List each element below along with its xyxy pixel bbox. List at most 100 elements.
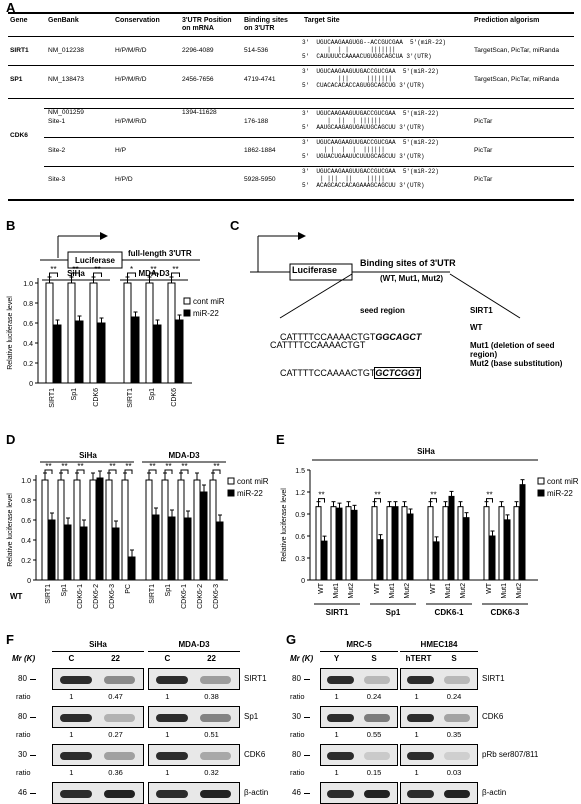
bar-cont-miR [386, 506, 393, 581]
mr-label: Mr (K) [12, 654, 36, 663]
bar-miR-22 [96, 477, 104, 581]
significance-label: ** [486, 491, 492, 500]
y-tick-label: 0 [29, 381, 33, 388]
category-label: WT [374, 582, 381, 594]
category-label: CDK6-3 [109, 584, 116, 609]
mr-label: Mr (K) [290, 654, 314, 663]
mw-marker: 80 [18, 674, 27, 683]
mw-marker: 46 [292, 788, 301, 797]
lane-label: 22 [111, 654, 120, 663]
category-label: Sp1 [61, 584, 68, 597]
row-position: 2456-7656 [182, 76, 214, 83]
row-conservation: H/P/D [115, 176, 133, 183]
category-label: PC [125, 584, 132, 594]
significance-label: ** [172, 265, 178, 274]
row-gene: CDK6 [10, 132, 28, 139]
bar-miR-22 [53, 324, 62, 384]
significance-label: ** [94, 265, 100, 274]
significance-label: ** [430, 491, 436, 500]
bar-miR-22 [200, 491, 208, 581]
ratio-value: 1 [69, 768, 74, 777]
bar-cont-miR [177, 479, 185, 581]
row-prediction: PicTar [474, 147, 493, 154]
lane-label: C [68, 654, 75, 663]
bar-cont-miR [513, 506, 520, 581]
panel-label-b: B [6, 218, 16, 233]
bar-miR-22 [175, 319, 184, 384]
legend-swatch-mir [183, 309, 191, 317]
row-genbank: NM_012238 [48, 47, 84, 54]
row-target-mirna: 3' UGUCAAGAAGUUGACCGUCGAA 5'(miR-22) [302, 68, 439, 75]
panel-c-constructs: Luciferase Binding sites of 3'UTR (WT, M… [240, 228, 580, 428]
bar-cont-miR [193, 479, 201, 581]
bar-miR-22 [216, 521, 224, 581]
blot-strip [148, 782, 240, 804]
protein-label: β-actin [244, 788, 269, 797]
row-target-pairs: | ||| || ||||| [302, 175, 385, 182]
row-target-mirna: 3' UGUCAAGAAGUUGACCGUCGAA 5'(miR-22) [302, 139, 439, 146]
category-label: CDK6-1 [77, 584, 84, 609]
row-target-pairs: | | | | |||||| [302, 146, 385, 153]
row-target-utr: 5' CAUUUUCCAAAACUGUGGCAGCUA 3'(UTR) [302, 53, 432, 60]
significance-label: ** [45, 462, 51, 471]
y-tick-label: 0.2 [23, 361, 33, 368]
mw-marker: 30 [292, 712, 301, 721]
row-binding: 5928-5950 [244, 176, 276, 183]
category-label: SIRT1 [45, 584, 52, 604]
y-tick-label: 0.8 [23, 301, 33, 308]
significance-label: ** [109, 462, 115, 471]
protein-label: CDK6 [244, 750, 266, 759]
mut1-label: Mut1 (deletion of seed region) [470, 341, 555, 359]
row-target-pairs: ||| ||||||| [302, 75, 393, 82]
mw-marker: 80 [292, 674, 301, 683]
panel-label-a: A [6, 0, 16, 15]
bar-miR-22 [80, 526, 88, 581]
blot-strip [52, 668, 144, 690]
ratio-value: 1 [334, 692, 339, 701]
y-axis-label: Relative luciferase level [281, 488, 288, 562]
category-label: Mut1 [445, 583, 452, 599]
col-binding-2: on 3'UTR [244, 25, 275, 32]
bar-cont-miR [167, 282, 176, 384]
row-prediction: PicTar [474, 176, 493, 183]
seed-region-label: seed region [360, 306, 405, 315]
significance-label: ** [72, 265, 78, 274]
ratio-value: 0.15 [366, 768, 382, 777]
bar-cont-miR [498, 506, 505, 581]
col-prediction: Prediction algorism [474, 17, 540, 24]
panel-label-c: C [230, 218, 240, 233]
row-conservation: H/P/M/R/D [115, 118, 147, 125]
significance-bracket [127, 272, 136, 277]
legend-swatch-cont [537, 477, 545, 485]
bar-miR-22 [519, 484, 526, 581]
significance-label: ** [150, 265, 156, 274]
y-tick-label: 0.8 [21, 498, 31, 505]
gene-label: SIRT1 [470, 306, 493, 315]
ratio-label: ratio [290, 692, 305, 701]
category-label: Mut2 [460, 583, 467, 599]
lane-label: S [451, 654, 457, 663]
significance-label: ** [125, 462, 131, 471]
bar-cont-miR [401, 506, 408, 581]
row-binding: 176-188 [244, 118, 269, 125]
bar-miR-22 [168, 516, 176, 581]
y-tick-label: 1.5 [295, 468, 305, 475]
significance-bracket [71, 272, 80, 277]
significance-label: ** [165, 462, 171, 471]
bar-miR-22 [152, 514, 160, 581]
bar-cont-miR [209, 479, 217, 581]
ratio-value: 1 [334, 768, 339, 777]
y-tick-label: 1.0 [21, 478, 31, 485]
blot-strip [148, 706, 240, 728]
mw-marker: 80 [18, 712, 27, 721]
significance-label: * [130, 265, 133, 274]
mw-marker: 30 [18, 750, 27, 759]
row-target-pairs: | || | |||||| [302, 117, 382, 124]
bar-cont-miR [371, 506, 378, 581]
significance-bracket [148, 469, 157, 474]
ratio-value: 0.35 [446, 730, 462, 739]
bar-cont-miR [123, 282, 132, 384]
legend-cont: cont miR [547, 477, 579, 486]
row-genbank: Site-1 [48, 118, 66, 125]
